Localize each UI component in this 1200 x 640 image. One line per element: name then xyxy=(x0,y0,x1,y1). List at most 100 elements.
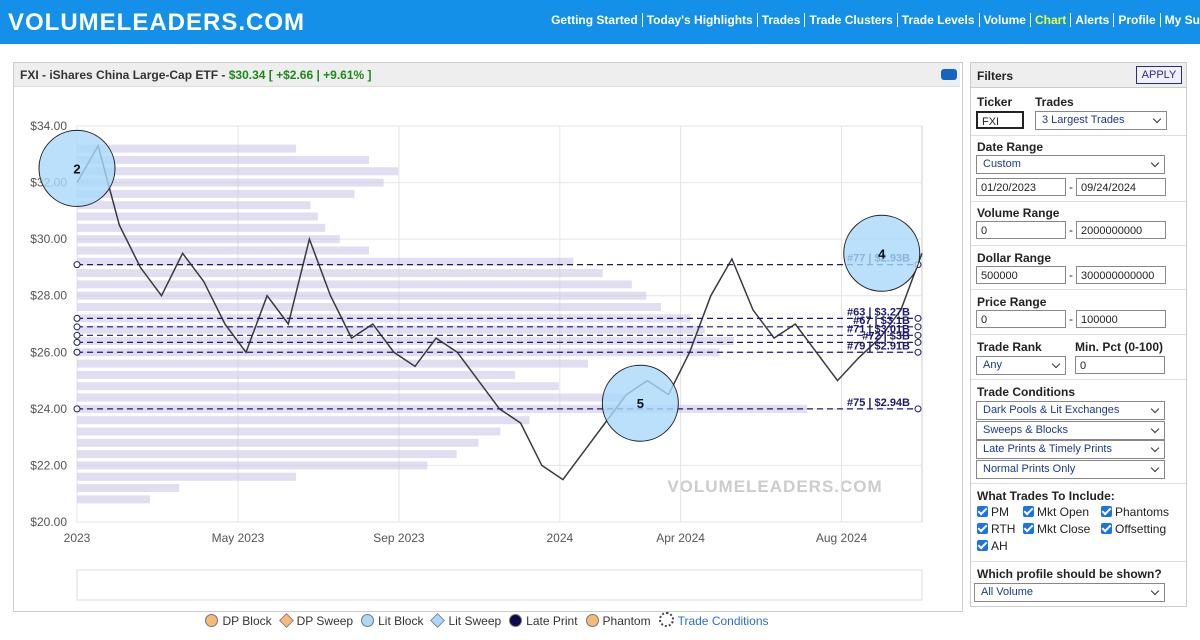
chart-panel xyxy=(13,62,963,612)
label: Dollar Range xyxy=(977,251,1052,265)
legend-item[interactable]: Lit Sweep xyxy=(430,613,502,628)
video-icon[interactable] xyxy=(941,69,957,80)
filters-panel: Filters APPLY Ticker Trades FXI 3 Larges… xyxy=(970,62,1187,607)
nav-link[interactable]: Alerts xyxy=(1075,13,1110,27)
price-to[interactable]: 100000 xyxy=(1076,310,1166,328)
legend: DP Block DP Sweep Lit Block Lit Sweep Late P… xyxy=(14,612,960,628)
level-label: #71 | $3.01B xyxy=(847,323,910,335)
legend-item[interactable]: Phantom xyxy=(585,614,651,628)
legend-item[interactable]: DP Sweep xyxy=(278,613,353,628)
label: Price Range xyxy=(977,295,1047,309)
label: Volume Range xyxy=(977,206,1060,220)
price: $30.34 xyxy=(228,68,266,82)
pct-input[interactable]: 0 xyxy=(1075,356,1165,374)
date-to[interactable]: 09/24/2024 xyxy=(1076,178,1166,196)
level-label: #75 | $2.94B xyxy=(847,397,910,409)
date-from[interactable]: 01/20/2023 xyxy=(976,178,1066,196)
legend-item[interactable]: DP Block xyxy=(205,614,272,628)
include-option[interactable]: PM xyxy=(977,505,1009,519)
profile-bar xyxy=(77,314,691,323)
volume-from[interactable]: 0 xyxy=(976,221,1066,239)
checkbox[interactable] xyxy=(977,506,988,517)
profile-bar xyxy=(77,235,340,244)
nav-link[interactable]: Getting Started xyxy=(551,13,638,27)
rank-select[interactable]: Any xyxy=(976,356,1066,375)
include-option[interactable]: Phantoms xyxy=(1101,505,1169,519)
legend-icon xyxy=(585,614,599,627)
checkbox[interactable] xyxy=(1101,506,1112,517)
y-tick-label: $34.00 xyxy=(30,119,67,133)
profile-select[interactable]: All Volume xyxy=(974,583,1165,602)
legend-item[interactable]: Trade Conditions xyxy=(658,612,769,628)
profile-bar xyxy=(77,178,384,187)
nav: Getting Started Today's Highlights Trades T… xyxy=(551,13,1200,27)
nav-link[interactable]: Chart xyxy=(1034,13,1067,27)
condition-select[interactable]: Normal Prints Only xyxy=(976,459,1165,479)
volume-pane xyxy=(76,569,923,601)
label: Min. Pct (0-100) xyxy=(1075,340,1164,354)
legend-label: Lit Sweep xyxy=(448,614,502,628)
x-tick-label: 2024 xyxy=(547,531,574,545)
legend-item[interactable]: Lit Block xyxy=(361,614,423,628)
profile-bar xyxy=(77,223,326,232)
profile-bar xyxy=(77,416,530,425)
checkbox[interactable] xyxy=(1023,506,1034,517)
nav-link[interactable]: Trade Clusters xyxy=(809,13,893,27)
level-end xyxy=(914,338,922,346)
x-tick-label: Sep 2023 xyxy=(373,531,425,545)
nav-link[interactable]: Volume xyxy=(983,13,1026,27)
ticker-input[interactable]: FXI xyxy=(976,111,1024,129)
include-option[interactable]: RTH xyxy=(977,522,1015,536)
level-label: #63 | $3.27B xyxy=(847,306,910,318)
checkbox[interactable] xyxy=(1101,523,1112,534)
checkbox[interactable] xyxy=(977,523,988,534)
date-mode-select[interactable]: Custom xyxy=(976,155,1165,174)
condition-select[interactable]: Sweeps & Blocks xyxy=(976,420,1165,440)
checkbox[interactable] xyxy=(977,540,988,551)
logo[interactable]: VOLUMELEADERS.COM xyxy=(8,9,306,36)
y-tick-label: $24.00 xyxy=(30,402,67,416)
label: Ticker xyxy=(977,95,1013,109)
dollar-from[interactable]: 500000 xyxy=(976,266,1066,284)
volume-to[interactable]: 2000000000 xyxy=(1076,221,1166,239)
trades-select[interactable]: 3 Largest Trades xyxy=(1035,111,1167,130)
dash: - xyxy=(1069,312,1073,326)
price-from[interactable]: 0 xyxy=(976,310,1066,328)
checkbox[interactable] xyxy=(1023,523,1034,534)
condition-select[interactable]: Dark Pools & Lit Exchanges xyxy=(976,401,1165,420)
chart-title: FXI - iShares China Large-Cap ETF - $30.… xyxy=(14,63,960,87)
x-tick-label: Apr 2024 xyxy=(656,531,705,545)
level-end xyxy=(914,314,922,322)
nav-link[interactable]: Trade Levels xyxy=(901,13,975,27)
legend-label: Late Print xyxy=(526,614,578,628)
nav-link[interactable]: Profile xyxy=(1118,13,1156,27)
dash: - xyxy=(1069,180,1073,194)
apply-button[interactable]: APPLY xyxy=(1136,66,1182,84)
label: Which profile should be shown? xyxy=(977,567,1162,581)
x-tick-label: 2023 xyxy=(64,531,91,545)
include-option[interactable]: AH xyxy=(977,539,1008,553)
separator xyxy=(1070,13,1072,27)
include-option[interactable]: Offsetting xyxy=(1101,522,1166,536)
option-label: Mkt Close xyxy=(1037,522,1091,536)
profile-bar xyxy=(77,144,296,153)
separator xyxy=(1113,13,1115,27)
separator xyxy=(978,13,980,27)
include-option[interactable]: Mkt Open xyxy=(1023,505,1089,519)
level-end xyxy=(73,405,81,413)
profile-bar xyxy=(77,280,632,289)
profile-bar xyxy=(77,257,574,266)
include-option[interactable]: Mkt Close xyxy=(1023,522,1090,536)
level-end xyxy=(73,348,81,356)
condition-select[interactable]: Late Prints & Timely Prints xyxy=(976,440,1165,459)
nav-link[interactable]: Today's Highlights xyxy=(646,13,753,27)
profile-bar xyxy=(77,269,603,278)
legend-item[interactable]: Late Print xyxy=(509,614,578,628)
level-end xyxy=(73,331,81,339)
nav-link[interactable]: Trades xyxy=(761,13,801,27)
legend-icon xyxy=(430,613,446,628)
nav-link[interactable]: My Su xyxy=(1164,13,1200,27)
y-tick-label: $20.00 xyxy=(30,515,67,529)
dollar-to[interactable]: 300000000000 xyxy=(1076,266,1166,284)
profile-bar xyxy=(77,495,150,504)
